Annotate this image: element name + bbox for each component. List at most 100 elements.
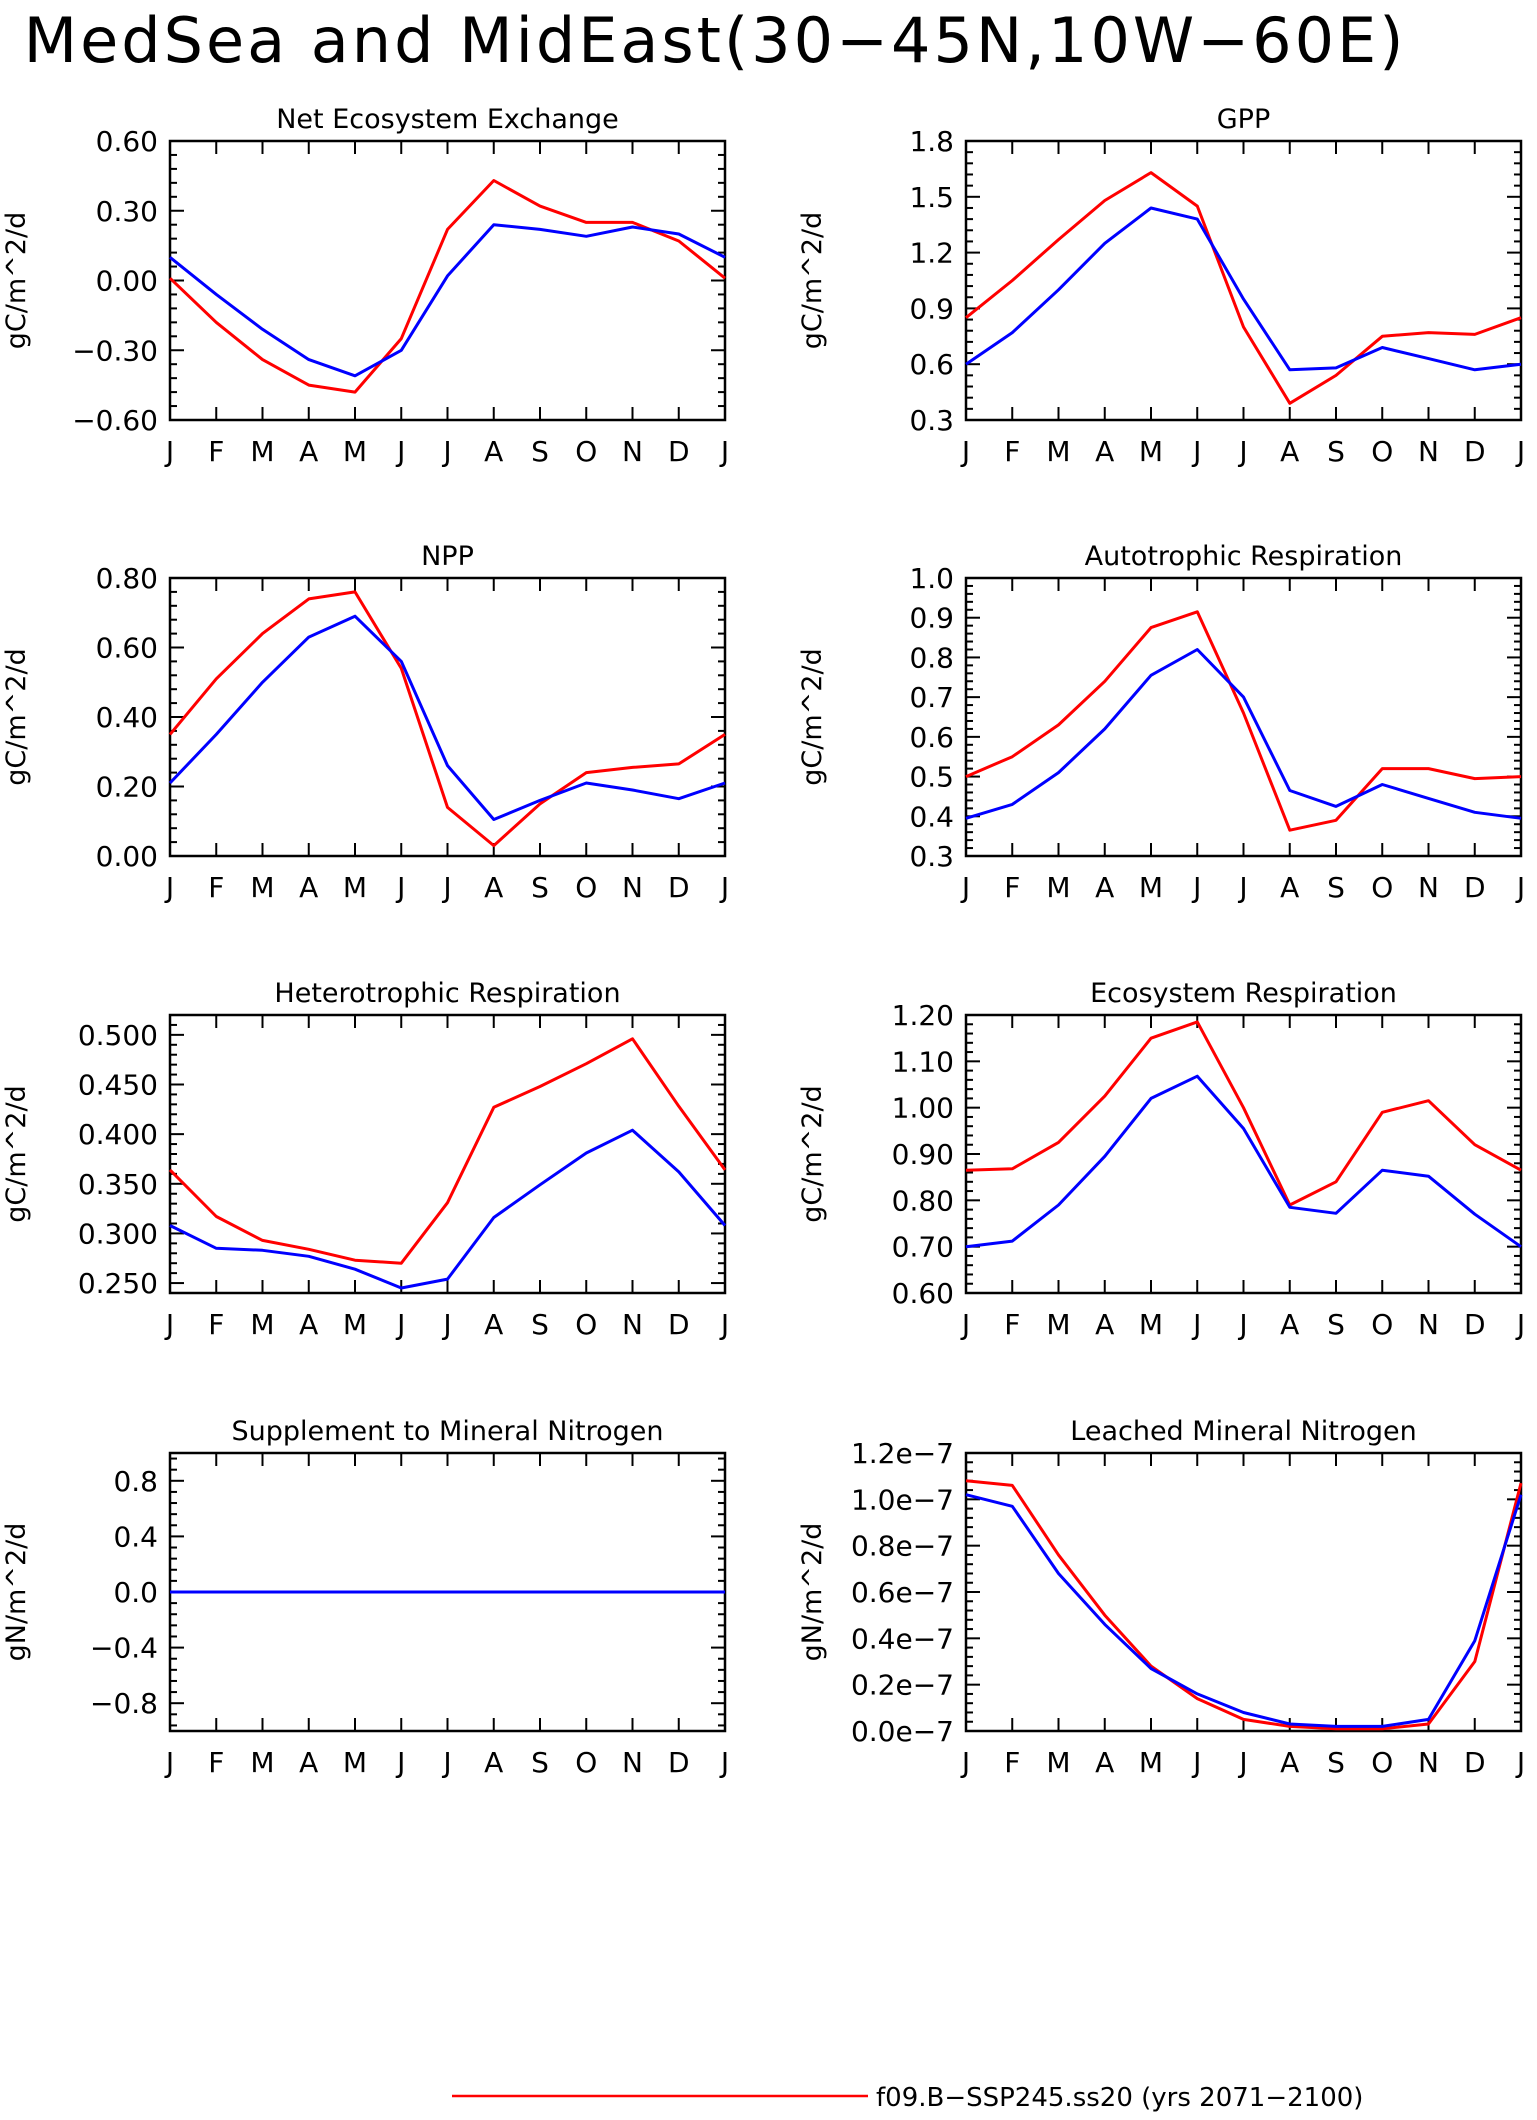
y-tick-label: 0.300 xyxy=(78,1217,158,1250)
x-tick-label: N xyxy=(622,1308,643,1341)
x-tick-label: A xyxy=(1280,871,1299,904)
y-tick-label: 0.0e−7 xyxy=(851,1715,954,1748)
x-tick-label: M xyxy=(250,1746,274,1779)
x-tick-label: M xyxy=(343,1308,367,1341)
panel-4: Autotrophic Respiration gC/m^2/d 0.3 0.4 0.5… xyxy=(797,541,1525,904)
x-tick-label: A xyxy=(299,435,318,468)
series-line-red xyxy=(965,1020,1522,1207)
series-line-blue xyxy=(168,614,726,821)
panel-6: Ecosystem Respiration gC/m^2/d 0.60 0.70 0.8… xyxy=(797,978,1525,1341)
series-line-red xyxy=(168,590,726,848)
x-tick-label: J xyxy=(960,871,970,904)
y-tick-label: 0.70 xyxy=(892,1231,954,1264)
y-tick-label: 0.8e−7 xyxy=(851,1530,954,1563)
x-tick-label: A xyxy=(484,871,503,904)
x-tick-label: J xyxy=(164,435,174,468)
x-tick-label: F xyxy=(208,1746,224,1779)
x-tick-label: F xyxy=(208,435,224,468)
x-tick-label: J xyxy=(1515,435,1525,468)
x-tick-label: M xyxy=(1139,1746,1163,1779)
x-tick-label: D xyxy=(1464,1746,1486,1779)
x-tick-label: D xyxy=(1464,871,1486,904)
panel-title: GPP xyxy=(1217,104,1271,135)
x-tick-label: J xyxy=(719,435,729,468)
x-tick-label: A xyxy=(484,1308,503,1341)
x-tick-label: J xyxy=(1515,1746,1525,1779)
y-tick-label: 1.0e−7 xyxy=(851,1483,954,1516)
x-tick-label: M xyxy=(343,1746,367,1779)
panel-title: Leached Mineral Nitrogen xyxy=(1070,1416,1416,1447)
x-tick-label: J xyxy=(1515,1308,1525,1341)
series-line-blue xyxy=(965,1493,1523,1728)
y-tick-label: 0.3 xyxy=(909,404,954,437)
x-tick-label: S xyxy=(531,1308,549,1341)
y-tick-label: 0.400 xyxy=(78,1118,158,1151)
x-tick-label: J xyxy=(719,1308,729,1341)
panel-1: Net Ecosystem Exchange gC/m^2/d −0.60 −0.30… xyxy=(1,104,729,468)
y-tick-label: 0.60 xyxy=(96,632,158,665)
y-tick-label: 1.20 xyxy=(892,999,954,1032)
series-line-red xyxy=(168,179,726,394)
y-axis-label: gC/m^2/d xyxy=(1,648,32,785)
y-tick-label: 1.10 xyxy=(892,1045,954,1078)
x-tick-label: O xyxy=(1371,435,1393,468)
x-tick-label: M xyxy=(250,871,274,904)
x-tick-label: A xyxy=(299,1746,318,1779)
x-tick-label: M xyxy=(1046,871,1070,904)
x-tick-label: S xyxy=(531,1746,549,1779)
y-tick-label: −0.30 xyxy=(72,334,158,367)
x-tick-label: O xyxy=(575,871,597,904)
x-tick-label: A xyxy=(484,1746,503,1779)
x-tick-label: J xyxy=(164,1746,174,1779)
x-tick-label: J xyxy=(719,1746,729,1779)
series-line-red xyxy=(965,610,1522,832)
x-tick-label: J xyxy=(1237,435,1247,468)
y-tick-label: 1.0 xyxy=(909,562,954,595)
x-tick-label: M xyxy=(343,871,367,904)
panel-title: Supplement to Mineral Nitrogen xyxy=(232,1416,664,1447)
x-tick-label: J xyxy=(441,435,451,468)
x-tick-label: N xyxy=(1418,435,1439,468)
x-tick-label: A xyxy=(1095,1308,1114,1341)
x-tick-label: M xyxy=(1046,1746,1070,1779)
y-axis-label: gN/m^2/d xyxy=(797,1523,828,1662)
x-tick-label: S xyxy=(1327,1308,1345,1341)
x-tick-label: O xyxy=(1371,871,1393,904)
x-tick-label: J xyxy=(1191,1746,1201,1779)
x-tick-label: S xyxy=(531,435,549,468)
y-tick-label: 0.350 xyxy=(78,1168,158,1201)
series-line-red xyxy=(965,1479,1523,1731)
x-tick-label: J xyxy=(719,871,729,904)
x-tick-label: D xyxy=(668,435,690,468)
y-axis-label: gC/m^2/d xyxy=(797,1085,828,1222)
panel-8: Leached Mineral Nitrogen gN/m^2/d 0.0e−7 0.… xyxy=(797,1416,1525,1779)
x-tick-label: A xyxy=(1280,435,1299,468)
x-tick-label: O xyxy=(575,1308,597,1341)
y-tick-label: −0.4 xyxy=(90,1632,158,1665)
plot-frame xyxy=(168,139,727,422)
x-tick-label: J xyxy=(960,435,970,468)
y-tick-label: 1.8 xyxy=(909,125,954,158)
x-tick-label: D xyxy=(1464,1308,1486,1341)
panel-5: Heterotrophic Respiration gC/m^2/d 0.250 0.… xyxy=(1,978,729,1341)
x-tick-label: M xyxy=(1046,435,1070,468)
x-tick-label: J xyxy=(1515,871,1525,904)
y-tick-label: 0.6e−7 xyxy=(851,1576,954,1609)
x-tick-label: J xyxy=(441,1746,451,1779)
x-tick-label: J xyxy=(164,871,174,904)
x-tick-label: J xyxy=(1237,1746,1247,1779)
panel-title: Autotrophic Respiration xyxy=(1085,541,1403,572)
y-tick-label: 0.2e−7 xyxy=(851,1669,954,1702)
x-tick-label: J xyxy=(960,1308,970,1341)
x-tick-label: S xyxy=(1327,435,1345,468)
x-tick-label: A xyxy=(299,1308,318,1341)
x-tick-label: N xyxy=(622,435,643,468)
x-tick-label: A xyxy=(1095,1746,1114,1779)
y-axis-label: gC/m^2/d xyxy=(797,648,828,785)
x-tick-label: O xyxy=(575,435,597,468)
x-tick-label: F xyxy=(208,871,224,904)
x-tick-label: M xyxy=(1139,435,1163,468)
x-tick-label: O xyxy=(575,1746,597,1779)
